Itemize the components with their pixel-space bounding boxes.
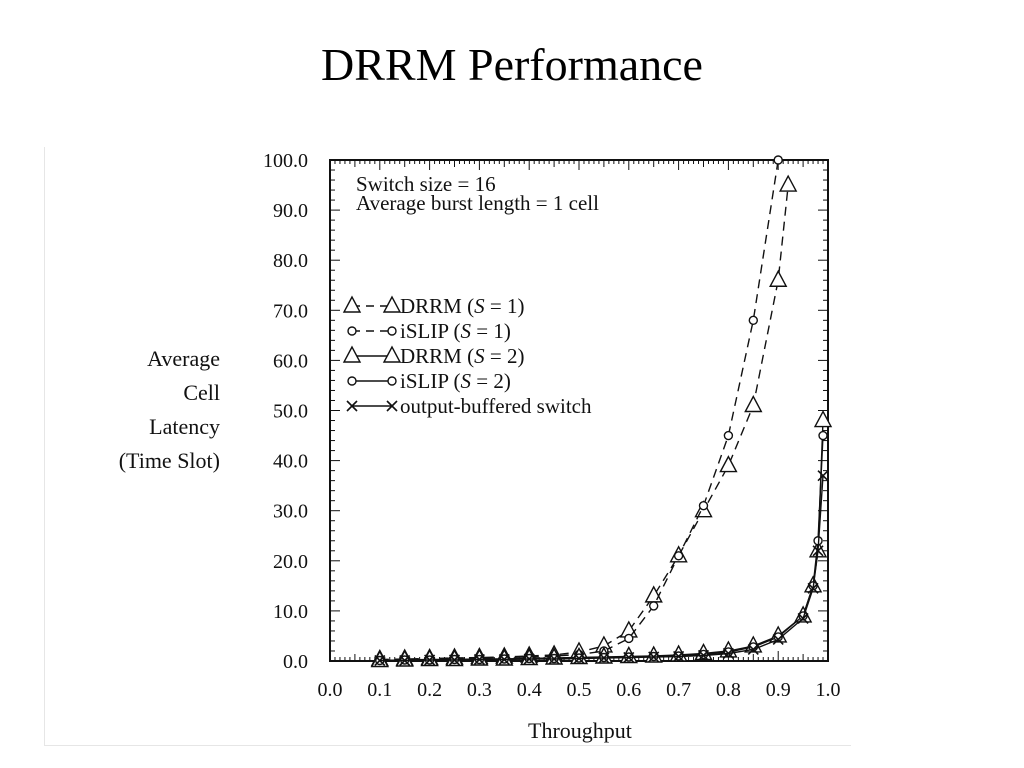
data-point-x — [346, 400, 358, 412]
series-line — [379, 420, 824, 662]
legend: DRRM (S = 1)iSLIP (S = 1)DRRM (S = 2)iSL… — [342, 294, 592, 418]
y-axis-label-line: Average — [147, 346, 220, 371]
y-tick-label: 0.0 — [283, 651, 308, 673]
data-point-triangle — [719, 455, 738, 473]
y-tick-label: 90.0 — [273, 200, 308, 222]
data-point-x — [747, 643, 759, 656]
y-axis-label-line: Latency — [149, 414, 220, 439]
data-point-circle — [748, 315, 758, 326]
axis-ticks: 0.0 0.1 0.2 0.3 0.4 0.5 0.6 0.7 0.8 0.9 1.0 0.0 10.0… — [263, 150, 841, 701]
data-point-circle — [818, 430, 828, 441]
y-tick-label: 10.0 — [273, 601, 308, 623]
series-layer — [370, 155, 833, 668]
annotation-switch-size: Switch size = 16 — [356, 172, 496, 196]
figure-frame — [44, 147, 851, 746]
y-axis-label: Average Cell Latency (Time Slot) — [70, 342, 220, 478]
x-tick-label: 0.9 — [766, 679, 791, 701]
series-output-buffered-switch — [374, 470, 829, 667]
data-point-x — [399, 654, 411, 667]
data-point-x — [573, 652, 585, 665]
data-point-x — [648, 651, 660, 663]
data-point-x — [797, 612, 809, 624]
y-tick-label: 50.0 — [273, 401, 308, 423]
data-point-circle — [723, 647, 734, 657]
y-tick-label: 70.0 — [273, 300, 308, 322]
y-tick-label: 100.0 — [263, 150, 308, 172]
legend-label: output-buffered switch — [400, 394, 592, 418]
y-tick-label: 60.0 — [273, 350, 308, 372]
data-point-x — [424, 654, 436, 666]
x-tick-label: 0.6 — [616, 679, 641, 701]
series-islip-s-2- — [375, 430, 828, 666]
data-point-x — [673, 650, 685, 663]
data-point-triangle — [744, 395, 763, 413]
x-tick-label: 0.5 — [567, 679, 592, 701]
legend-label: DRRM (S = 2) — [400, 344, 524, 368]
series-line — [379, 185, 789, 661]
data-point-circle — [387, 376, 397, 386]
x-tick-label: 0.7 — [666, 679, 691, 701]
data-point-circle — [649, 601, 659, 611]
legend-item: output-buffered switch — [346, 394, 592, 418]
legend-label: DRRM (S = 1) — [400, 294, 524, 318]
data-point-x — [722, 647, 734, 660]
y-axis-label-line: (Time Slot) — [118, 448, 220, 473]
data-point-x — [523, 653, 535, 665]
data-point-x — [623, 651, 635, 664]
data-point-x — [448, 654, 461, 666]
legend-item: DRRM (S = 1) — [342, 294, 524, 318]
legend-label: iSLIP (S = 1) — [400, 319, 511, 343]
legend-item: iSLIP (S = 2) — [347, 369, 511, 393]
data-point-x — [697, 649, 710, 662]
slide-title: DRRM Performance — [321, 39, 703, 90]
data-point-x — [772, 633, 784, 646]
data-point-x — [817, 470, 829, 482]
x-axis-label: Throughput — [528, 718, 632, 743]
data-point-triangle — [382, 345, 402, 363]
data-point-x — [473, 653, 485, 666]
data-point-x — [807, 582, 819, 594]
data-point-x — [498, 653, 510, 666]
x-tick-label: 0.4 — [517, 679, 542, 701]
data-point-x — [812, 545, 824, 557]
data-point-triangle — [342, 345, 362, 363]
x-tick-label: 0.8 — [716, 679, 741, 701]
data-point-circle — [698, 500, 709, 511]
data-point-circle — [673, 551, 684, 561]
x-tick-label: 0.1 — [367, 679, 392, 701]
data-point-circle — [387, 326, 397, 336]
legend-label: iSLIP (S = 2) — [400, 369, 511, 393]
series-drrm-s-2- — [370, 410, 833, 668]
data-point-circle — [347, 326, 357, 336]
data-point-x — [374, 654, 386, 667]
data-point-circle — [773, 155, 783, 165]
y-axis-label-line: Cell — [183, 380, 220, 405]
annotation-burst-length: Average burst length = 1 cell — [356, 191, 599, 215]
x-tick-label: 1.0 — [816, 679, 841, 701]
x-tick-label: 0.0 — [318, 679, 343, 701]
legend-item: DRRM (S = 2) — [342, 344, 524, 368]
data-point-circle — [347, 376, 357, 386]
y-tick-label: 30.0 — [273, 501, 308, 523]
data-point-circle — [624, 633, 634, 644]
data-point-triangle — [382, 295, 402, 313]
data-point-x — [598, 652, 610, 664]
y-tick-label: 20.0 — [273, 551, 308, 573]
series-line — [379, 435, 824, 662]
data-point-triangle — [342, 295, 362, 313]
data-point-triangle — [813, 410, 833, 428]
y-tick-label: 40.0 — [273, 451, 308, 473]
x-tick-label: 0.3 — [467, 679, 492, 701]
data-point-x — [548, 653, 560, 665]
legend-item: iSLIP (S = 1) — [347, 319, 511, 343]
series-drrm-s-1- — [370, 174, 798, 667]
y-tick-label: 80.0 — [273, 250, 308, 272]
series-line — [379, 475, 824, 662]
data-point-triangle — [769, 269, 788, 287]
data-point-triangle — [778, 174, 798, 192]
data-point-x — [386, 400, 398, 412]
data-point-circle — [723, 430, 734, 441]
x-tick-label: 0.2 — [417, 679, 442, 701]
